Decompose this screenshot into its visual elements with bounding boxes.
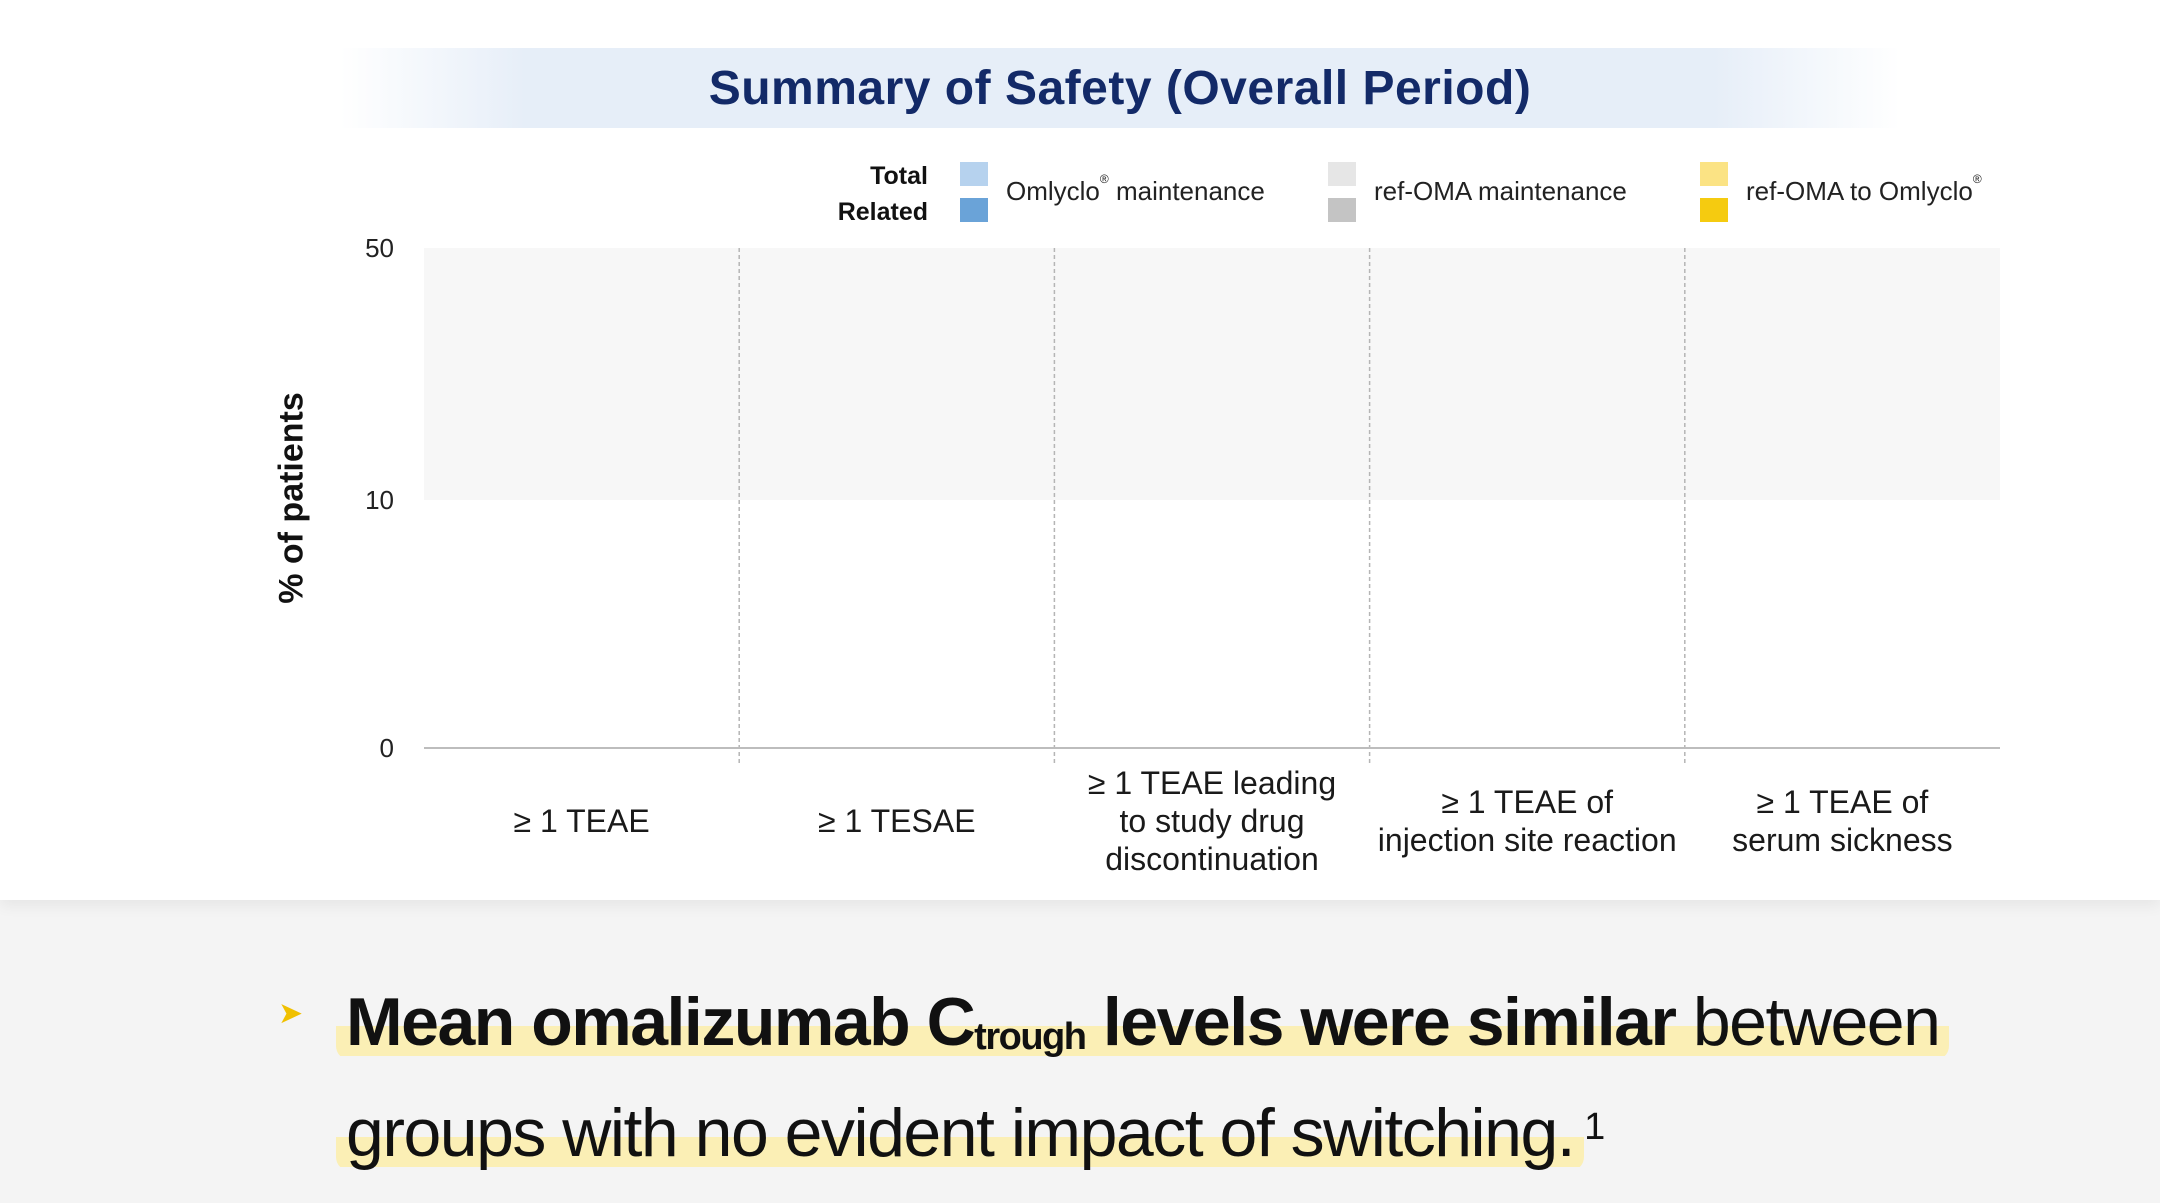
x-tick-label: ≥ 1 TEAE of serum sickness (1732, 784, 1953, 858)
x-tick-label: ≥ 1 TEAE (514, 803, 650, 839)
finding-bold-part: Mean omalizumab Ctrough levels were simi… (346, 984, 1677, 1060)
y-tick-label: 10 (365, 485, 394, 515)
title-band: Summary of Safety (Overall Period) (340, 48, 1900, 128)
legend-swatch-total (1328, 162, 1356, 186)
legend-label: Omlyclo® maintenance (1006, 172, 1265, 206)
legend-swatch-total (960, 162, 988, 186)
bullet-arrow-icon: ➤ (278, 997, 304, 1030)
reference-mark: 1 (1584, 1106, 1605, 1148)
legend-swatch-related (1328, 198, 1356, 222)
legend-label: ref-OMA to Omlyclo® (1746, 172, 1982, 206)
legend-swatch-related (960, 198, 988, 222)
legend-swatch-related (1700, 198, 1728, 222)
x-tick-label: ≥ 1 TEAE leading to study drug discontinua… (1088, 765, 1336, 877)
x-tick-label: ≥ 1 TEAE of injection site reaction (1378, 784, 1677, 858)
axis-break-band (424, 248, 2000, 500)
finding-plain-part: between groups with no evident impact of… (346, 984, 1941, 1171)
y-tick-label: 50 (365, 233, 394, 263)
chart-title: Summary of Safety (Overall Period) (708, 61, 1532, 115)
x-tick-label: ≥ 1 TESAE (818, 803, 975, 839)
legend-label: ref-OMA maintenance (1374, 176, 1627, 206)
legend-row-related: Related (837, 198, 928, 226)
legend-swatch-total (1700, 162, 1728, 186)
chart-plot: 0 10 50 ≥ 1 TEAE ≥ 1 TESAE ≥ 1 TEAE leading to… (365, 233, 2000, 877)
legend-row-total: Total (870, 162, 928, 190)
key-finding: Mean omalizumab Ctrough levels were simi… (336, 972, 2036, 1183)
y-tick-label: 0 (380, 733, 394, 763)
legend-row-labels: Total Related (760, 158, 928, 230)
